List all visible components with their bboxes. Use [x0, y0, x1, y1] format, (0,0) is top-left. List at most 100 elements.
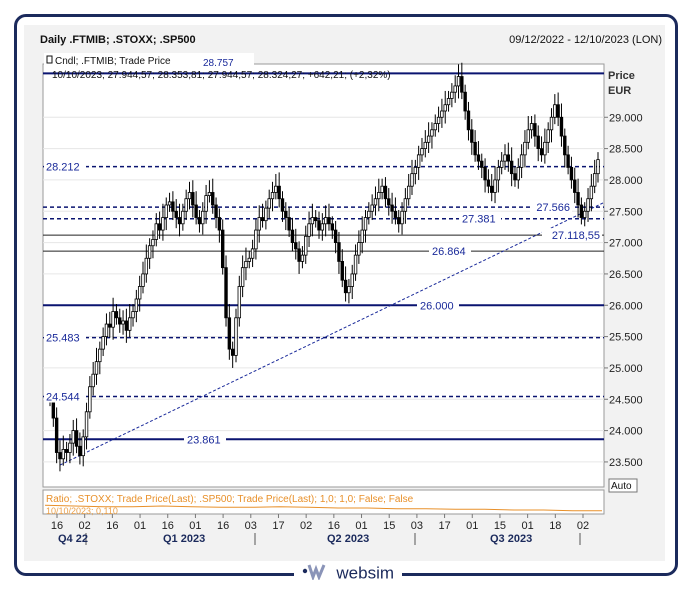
chart-title: Daily .FTMIB; .STOXX; .SP500 — [40, 34, 196, 46]
candle-body — [460, 76, 464, 93]
candle-body — [450, 91, 454, 99]
y-tick-label: 24.500 — [609, 394, 643, 406]
x-axis: 16 02 16 01 16 01 16 03 17 02 16 01 15 03 17 01 15 01 18 02… — [51, 514, 589, 545]
candle-body — [287, 217, 291, 231]
level-label: 26.000 — [420, 300, 454, 312]
trendline[interactable] — [59, 202, 605, 466]
candle-body — [486, 179, 491, 187]
candle-body — [420, 148, 424, 156]
candle-body — [197, 217, 202, 225]
candle-body — [194, 204, 198, 218]
candle-body — [353, 254, 358, 275]
candle-body — [164, 204, 168, 218]
candle-body — [274, 185, 278, 193]
level-labels: 28.212 27.566 27.381 27.118,55 26.864 26.000 2… — [44, 159, 602, 446]
candle-body — [98, 348, 102, 363]
candle-body — [340, 260, 344, 281]
candle-body — [403, 198, 408, 212]
candle-body — [516, 166, 520, 181]
candle-body — [94, 361, 99, 375]
candle-body — [513, 173, 517, 181]
candle-body — [426, 135, 431, 143]
y-tick-label: 28.000 — [609, 175, 643, 187]
candle-body — [387, 198, 391, 206]
y-tick-label: 26.000 — [609, 300, 643, 312]
candle-body — [327, 217, 331, 225]
candle-body — [191, 192, 195, 206]
candle-body — [297, 248, 301, 262]
ratio-label: Ratio; .STOXX; Trade Price(Last); .SP500… — [46, 494, 414, 505]
y-tick-label: 26.500 — [609, 269, 643, 281]
level-label-bg — [44, 159, 86, 173]
candle-body — [367, 210, 371, 218]
candle-body — [201, 210, 205, 225]
candle-body — [247, 257, 251, 262]
candle-body — [592, 173, 597, 187]
candle-body — [267, 198, 271, 209]
candle-body — [181, 210, 185, 225]
x-tick-label: 17 — [272, 520, 284, 532]
candle-body — [503, 154, 507, 162]
candle-body — [167, 201, 172, 206]
candle-body — [496, 166, 501, 181]
candle-body — [124, 320, 129, 331]
legend-marker — [46, 55, 53, 64]
level-label: 27.566 — [536, 202, 570, 214]
x-tick-label: 15 — [383, 520, 395, 532]
x-tick-label: 01 — [189, 520, 201, 532]
candle-body — [294, 242, 298, 250]
candle-body — [333, 229, 338, 243]
candle-body — [270, 192, 275, 200]
candle-body — [74, 430, 79, 447]
candle-body — [370, 204, 374, 212]
y-tick-label: 23.500 — [609, 457, 643, 469]
candle-body — [383, 185, 388, 200]
level-label-bg — [459, 211, 501, 225]
candle-body — [237, 286, 242, 319]
period-label: Q4 22 — [58, 533, 88, 545]
level-label: 27.381 — [462, 214, 496, 226]
legend-box — [44, 53, 254, 66]
x-tick-label: 03 — [411, 520, 423, 532]
auto-scale-label[interactable]: Auto — [611, 481, 632, 492]
candle-body — [151, 239, 155, 247]
auto-scale-button[interactable] — [608, 478, 638, 493]
candle-body — [546, 129, 550, 143]
candle-body — [436, 116, 441, 124]
candle-body — [111, 311, 115, 328]
candle-body — [406, 185, 411, 200]
candle-body — [493, 179, 497, 193]
level-label-bg — [542, 228, 602, 242]
candle-body — [234, 317, 238, 356]
legend-series: Cndl; .FTMIB; Trade Price — [55, 56, 171, 67]
candle-body — [330, 223, 335, 231]
candle-body — [393, 210, 398, 218]
candle-body — [423, 141, 427, 149]
candle-body — [556, 104, 560, 118]
candle-body — [343, 279, 348, 294]
candle-body — [397, 217, 401, 225]
candle-body — [108, 323, 112, 328]
period-label: Q1 2023 — [163, 533, 205, 545]
candle-body — [559, 116, 564, 137]
candle-body — [519, 154, 524, 168]
y-tick-label: 25.000 — [609, 363, 643, 375]
candle-body — [569, 166, 574, 181]
candle-body — [433, 123, 437, 131]
candle-body — [416, 154, 421, 168]
candle-body — [480, 160, 484, 168]
candle-body — [509, 160, 514, 175]
candle-body — [413, 166, 418, 175]
candle-body — [174, 210, 178, 218]
level-label: 26.864 — [432, 246, 466, 258]
candle-body — [217, 217, 222, 231]
candle-body — [563, 135, 567, 156]
candle-body — [430, 129, 434, 137]
candle-body — [357, 242, 361, 256]
ratio-line — [44, 504, 602, 512]
level-label-bg — [44, 389, 86, 403]
candle-body — [187, 192, 192, 200]
candle-body — [58, 452, 62, 460]
candle-body — [483, 166, 487, 181]
